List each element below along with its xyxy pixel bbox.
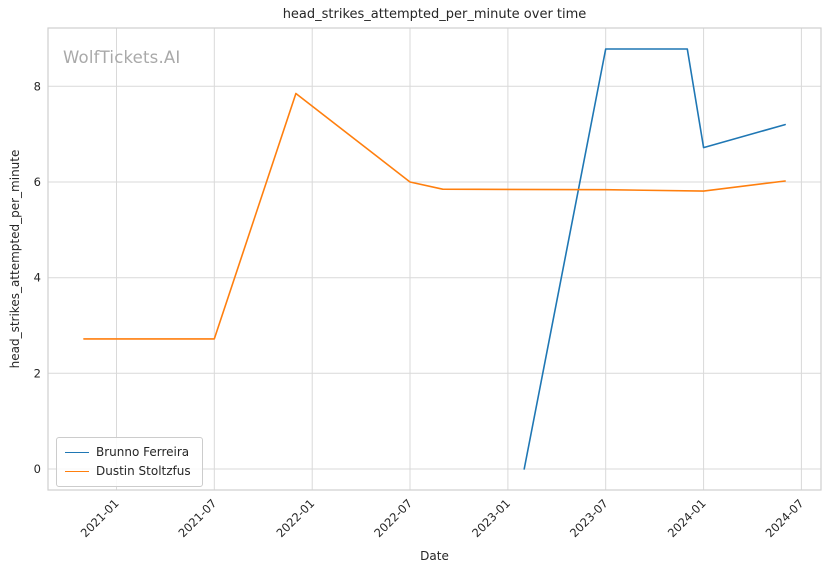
legend-item-dustin-stoltzfus: Dustin Stoltzfus (65, 462, 191, 481)
x-tick-label: 2022-01 (273, 496, 317, 540)
x-tick-label: 2021-01 (78, 496, 122, 540)
x-tick-label: 2023-01 (469, 496, 513, 540)
y-tick-label: 8 (34, 79, 41, 93)
x-axis-label: Date (420, 549, 449, 563)
legend-label-brunno-ferreira: Brunno Ferreira (96, 445, 190, 459)
x-tick-label: 2022-07 (371, 496, 415, 540)
series-line-0 (523, 48, 786, 470)
y-tick-label: 4 (34, 271, 41, 285)
legend-item-brunno-ferreira: Brunno Ferreira (65, 443, 191, 462)
y-axis-label: head_strikes_attempted_per_minute (8, 149, 22, 369)
y-tick-label: 6 (34, 175, 41, 189)
chart-title: head_strikes_attempted_per_minute over t… (282, 7, 587, 22)
plot-border (47, 27, 822, 491)
legend-label-dustin-stoltzfus: Dustin Stoltzfus (96, 464, 191, 478)
watermark: WolfTickets.AI (63, 48, 181, 67)
series-line-1 (83, 92, 786, 340)
legend: Brunno Ferreira Dustin Stoltzfus (56, 437, 203, 487)
x-tick-label: 2023-07 (567, 496, 611, 540)
y-tick-label: 2 (34, 366, 41, 380)
legend-swatch-dustin-stoltzfus (65, 471, 89, 472)
x-tick-label: 2024-07 (763, 496, 807, 540)
y-tick-label: 0 (34, 462, 41, 476)
legend-swatch-brunno-ferreira (65, 452, 89, 453)
x-tick-label: 2024-01 (665, 496, 709, 540)
x-tick-label: 2021-07 (176, 496, 220, 540)
